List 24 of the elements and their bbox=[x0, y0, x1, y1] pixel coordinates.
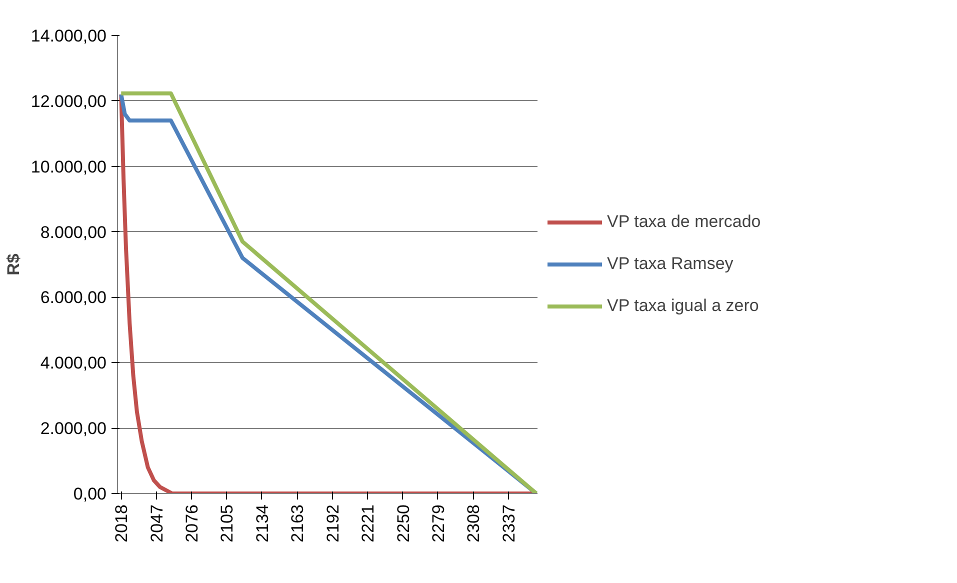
x-tick-label: 2163 bbox=[288, 504, 308, 542]
x-tick-label: 2337 bbox=[499, 504, 518, 542]
y-axis-title: R$ bbox=[4, 253, 23, 276]
y-tick-label: 12.000,00 bbox=[30, 92, 107, 111]
y-tick-label: 6.000,00 bbox=[40, 288, 107, 308]
y-tick-label: 14.000,00 bbox=[30, 26, 107, 46]
y-tick-label: 8.000,00 bbox=[40, 222, 107, 242]
x-tick-label: 2105 bbox=[218, 504, 237, 542]
x-tick-label: 2047 bbox=[147, 504, 166, 542]
legend-label: VP taxa de mercado bbox=[607, 212, 761, 232]
x-tick-label: 2250 bbox=[394, 504, 413, 542]
y-tick-label: 10.000,00 bbox=[30, 157, 107, 176]
y-tick-label: 2.000,00 bbox=[40, 419, 107, 438]
x-tick-label: 2076 bbox=[182, 504, 202, 542]
x-tick-label: 2279 bbox=[428, 504, 448, 542]
legend-label: VP taxa Ramsey bbox=[607, 254, 734, 274]
x-tick-label: 2018 bbox=[112, 504, 132, 542]
y-tick-label: 0,00 bbox=[73, 484, 107, 504]
x-tick-label: 2192 bbox=[323, 504, 342, 542]
legend-label: VP taxa igual a zero bbox=[607, 296, 759, 316]
y-tick-label: 4.000,00 bbox=[40, 354, 107, 373]
x-tick-label: 2221 bbox=[358, 504, 378, 542]
x-tick-label: 2134 bbox=[252, 504, 272, 542]
x-tick-label: 2308 bbox=[464, 504, 484, 542]
